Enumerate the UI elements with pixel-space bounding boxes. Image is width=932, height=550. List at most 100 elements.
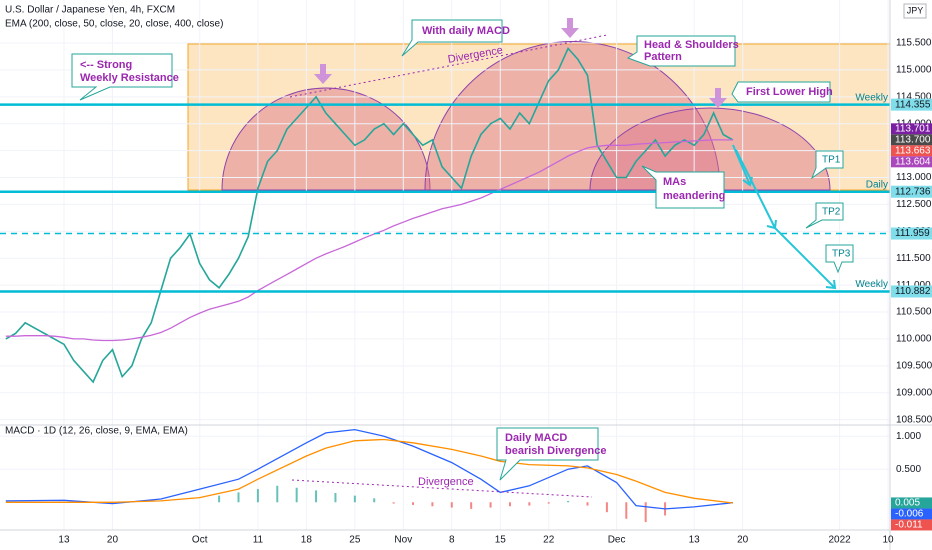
- price-tag-label: 0.005: [895, 498, 920, 509]
- y-tick-label: 109.000: [896, 387, 932, 398]
- x-tick-label: 20: [107, 535, 119, 546]
- resistance-zone: [187, 43, 891, 191]
- x-tick-label: 25: [349, 535, 361, 546]
- level-label: Daily: [866, 179, 888, 190]
- price-tag: [891, 497, 932, 509]
- callout: [810, 150, 844, 180]
- price-tag-label: -0.011: [895, 520, 923, 531]
- price-tag: [891, 519, 932, 531]
- price-tag-label: -0.006: [895, 509, 924, 520]
- y-tick-label: 110.000: [896, 334, 932, 345]
- y-tick-label: 108.500: [896, 414, 932, 425]
- target-label: TP1: [822, 155, 841, 166]
- callout: [731, 81, 831, 103]
- callout: [496, 427, 599, 481]
- level-label: Weekly: [855, 92, 888, 103]
- y-tick-label: 0.500: [896, 464, 921, 475]
- level-tag: [891, 185, 932, 198]
- callout-text: Daily MACD: [505, 432, 567, 444]
- histogram-bar: [644, 502, 647, 523]
- histogram-bar: [605, 502, 608, 513]
- histogram-bar: [218, 495, 221, 503]
- histogram-bar: [431, 502, 434, 507]
- currency-box: [903, 3, 927, 19]
- callout: [401, 19, 503, 57]
- callout: [641, 165, 725, 209]
- x-tick-label: 13: [689, 535, 701, 546]
- series-line: [5, 139, 733, 342]
- series-line: [5, 438, 733, 504]
- target-label: TP3: [832, 249, 851, 260]
- y-tick-label: 111.500: [896, 253, 931, 264]
- callout-text: Pattern: [644, 51, 682, 63]
- histogram-bar: [412, 502, 415, 505]
- left-shoulder: [221, 87, 431, 191]
- y-tick-label: 110.500: [896, 307, 932, 318]
- price-tag-label: 113.663: [895, 145, 931, 156]
- currency: JPY: [907, 5, 924, 15]
- callout-text: Weekly Resistance: [80, 72, 179, 84]
- data-layer: [0, 46, 890, 523]
- callout: [71, 53, 173, 101]
- price-tag: [891, 145, 932, 157]
- y-tick-label: 109.500: [896, 360, 932, 371]
- x-tick-label: Dec: [608, 535, 626, 546]
- histogram-bar: [489, 502, 492, 508]
- level-tag: [891, 285, 932, 298]
- callout-text: meandering: [663, 190, 725, 202]
- callout: [626, 35, 736, 67]
- callout-text: MAs: [663, 176, 686, 188]
- x-tick-label: 13: [58, 535, 70, 546]
- x-tick-label: Oct: [192, 535, 208, 546]
- histogram-bar: [625, 502, 628, 519]
- divergence-label: Divergence: [418, 476, 474, 488]
- level-tag-label: 110.882: [895, 286, 931, 297]
- y-tick-label: 115.500: [896, 38, 932, 49]
- callout: [825, 244, 854, 274]
- histogram-bar: [315, 490, 318, 503]
- x-tick-label: 18: [301, 535, 313, 546]
- histogram-bar: [295, 487, 298, 503]
- x-tick-label: 8: [449, 535, 455, 546]
- price-tag: [891, 508, 932, 520]
- x-tick-label: 22: [543, 535, 555, 546]
- y-tick-label: 1.000: [896, 431, 921, 442]
- histogram-bar: [586, 502, 589, 506]
- target-label: TP2: [822, 207, 841, 218]
- peak-marker: [709, 88, 727, 108]
- series-line: [5, 46, 734, 384]
- series-line: [5, 428, 733, 510]
- x-tick-label: 20: [737, 535, 749, 546]
- histogram-bar: [334, 493, 337, 503]
- level-tag-label: 111.959: [895, 228, 930, 239]
- callout-text: First Lower High: [746, 86, 833, 98]
- histogram-bar: [256, 489, 259, 503]
- histogram-bar: [470, 502, 473, 509]
- y-tick-label: 113.000: [896, 172, 932, 183]
- level-tag: [891, 227, 932, 240]
- arrow: [774, 227, 837, 290]
- x-tick-label: 15: [495, 535, 507, 546]
- indicator-title: EMA (200, close, 50, close, 20, close, 4…: [5, 19, 223, 30]
- histogram-bar: [237, 492, 240, 503]
- price-tag-label: 113.701: [895, 123, 931, 134]
- x-tick-label: Nov: [394, 535, 412, 546]
- price-tag: [891, 156, 932, 168]
- histogram-bar: [450, 502, 453, 508]
- level-tag-label: 112.736: [895, 186, 931, 197]
- x-tick-label: 11: [253, 535, 264, 546]
- callout: [805, 202, 844, 229]
- y-tick-label: 111.000: [896, 280, 931, 291]
- x-tick-label: 2022: [828, 535, 851, 546]
- peak-marker: [314, 64, 332, 84]
- histogram-bar: [567, 500, 570, 503]
- price-tag-label: 113.700: [895, 134, 931, 145]
- histogram-bar: [373, 498, 376, 503]
- histogram-bar: [276, 485, 279, 503]
- histogram-bar: [547, 502, 550, 504]
- divergence-line: [289, 34, 608, 98]
- histogram-bar: [508, 502, 511, 507]
- callout-text: Head & Shoulders: [644, 39, 739, 51]
